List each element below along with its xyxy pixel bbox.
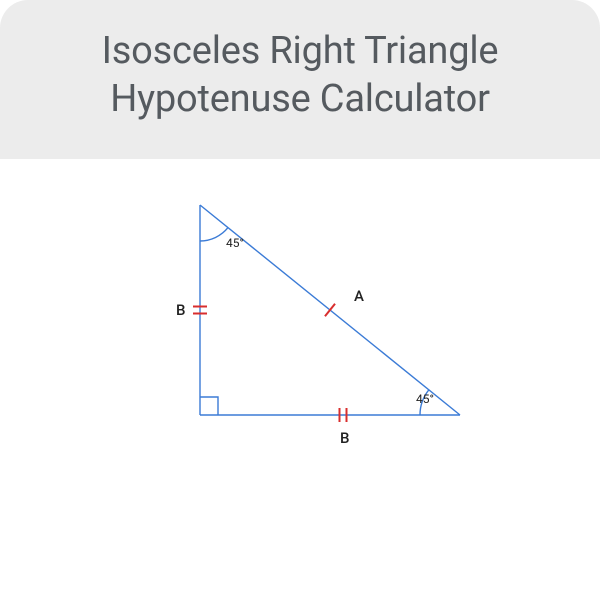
label-A: A: [354, 287, 364, 305]
angle-label-right: 45°: [416, 392, 434, 406]
tick-hypotenuse: [325, 304, 335, 316]
label-B-left: B: [176, 301, 185, 319]
diagram-container: 45° 45° A B B: [0, 159, 600, 600]
label-B-bottom: B: [340, 429, 349, 447]
calculator-card: Isosceles Right Triangle Hypotenuse Calc…: [0, 0, 600, 600]
triangle-diagram: 45° 45° A B B: [90, 175, 510, 475]
card-header: Isosceles Right Triangle Hypotenuse Calc…: [0, 0, 600, 159]
right-angle-mark: [200, 397, 218, 415]
angle-arc-top: [200, 228, 228, 241]
angle-label-top: 45°: [226, 236, 244, 250]
card-title: Isosceles Right Triangle Hypotenuse Calc…: [20, 28, 580, 123]
